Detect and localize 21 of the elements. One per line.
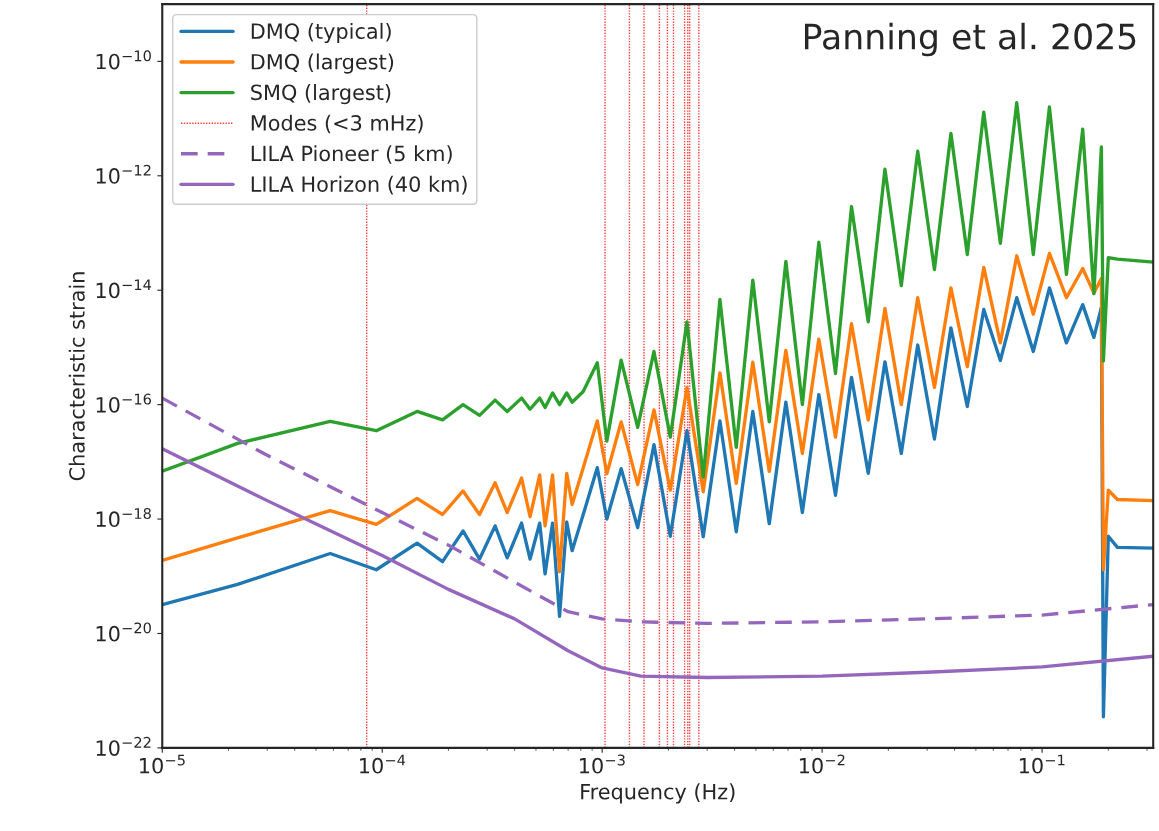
legend-label: LILA Pioneer (5 km) [251,145,452,164]
ref-line-label: Modes (<3 mHz) [251,114,423,134]
x-tick-label: 10$^{−4}$ [360,754,406,774]
y-tick-label: 10$^{−10}$ [96,50,151,70]
x-tick-label: 10$^{−1}$ [1019,754,1065,774]
x-tick-label: 10$^{−5}$ [140,754,185,774]
x-tick-label: 10$^{−3}$ [579,754,625,774]
y-tick-label: 10$^{−22}$ [96,736,151,756]
y-tick-label: 10$^{−14}$ [96,279,152,299]
x-axis-title: Frequency (Hz) [581,783,735,804]
legend-label: DMQ (typical) [251,22,391,44]
y-tick-label: 10$^{−12}$ [96,164,151,184]
legend-label: LILA Horizon (40 km) [251,175,467,195]
legend-label: DMQ (largest) [251,53,394,74]
y-tick-label: 10$^{−16}$ [96,393,151,413]
legend-label: SMQ (largest) [251,84,391,105]
y-axis-title: Characteristic strain [68,272,85,481]
x-tick-label: 10$^{−2}$ [799,754,845,774]
y-tick-label: 10$^{−18}$ [96,508,151,528]
y-tick-label: 10$^{−20}$ [96,622,151,642]
annotation: Panning et al. 2025 [804,22,1136,57]
